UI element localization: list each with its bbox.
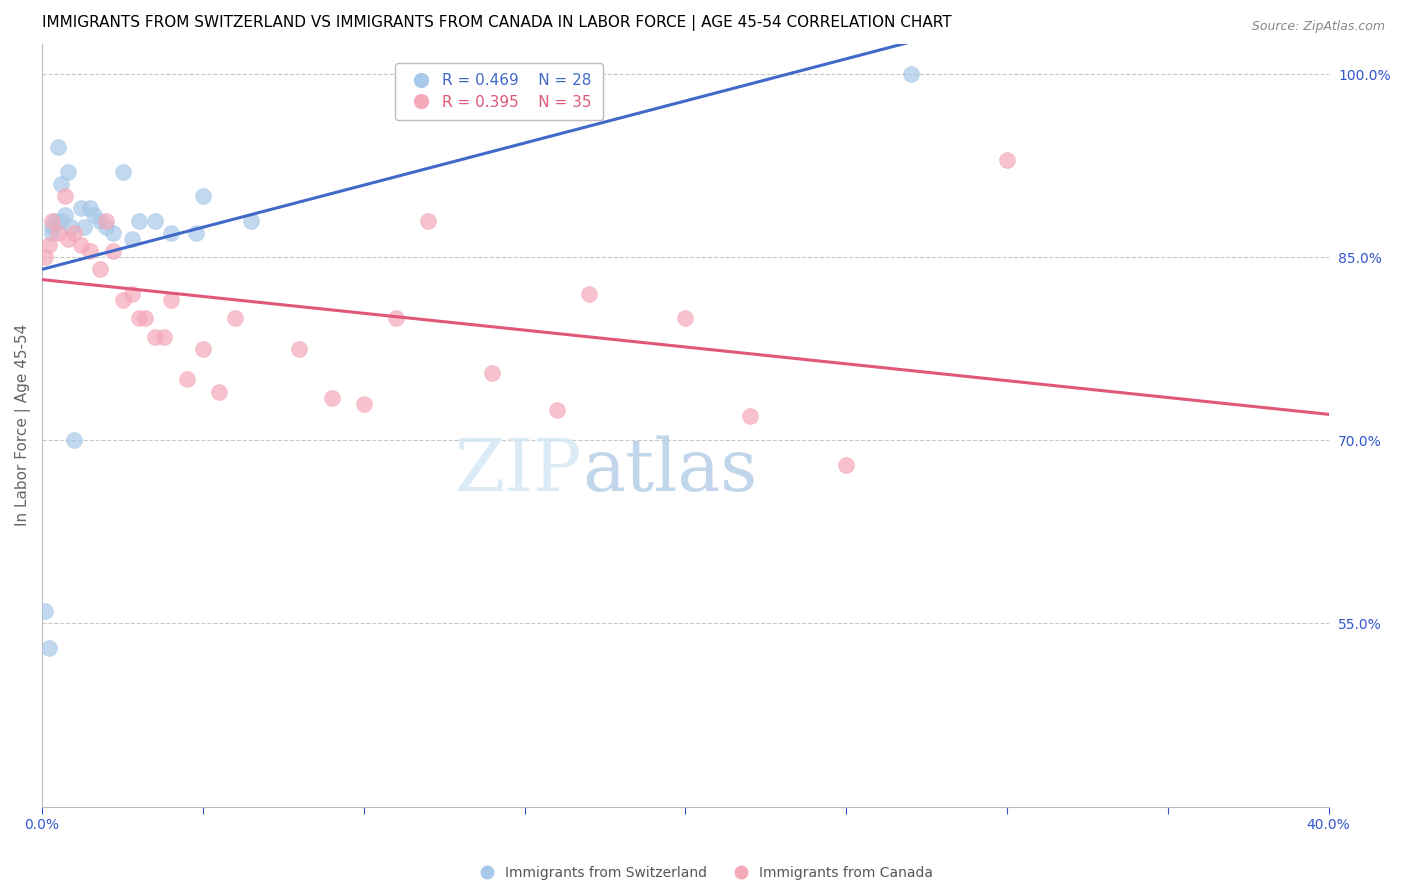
Point [578, 286, 600, 301]
Point [101, 244, 124, 259]
Y-axis label: In Labor Force | Age 45-54: In Labor Force | Age 45-54 [15, 324, 31, 526]
Point [353, 397, 375, 411]
Point [60, 219, 83, 234]
Point [143, 329, 166, 343]
Point [321, 391, 343, 405]
Point [96, 219, 118, 234]
Point [143, 213, 166, 227]
Text: atlas: atlas [582, 435, 758, 506]
Point [79, 244, 101, 259]
Point [73, 219, 96, 234]
Point [835, 458, 858, 472]
Point [46, 140, 69, 154]
Point [89, 262, 111, 277]
Point [38, 640, 60, 655]
Text: Source: ZipAtlas.com: Source: ZipAtlas.com [1251, 20, 1385, 33]
Point [53, 189, 76, 203]
Point [53, 208, 76, 222]
Point [995, 153, 1018, 167]
Point [159, 293, 181, 307]
Point [191, 342, 214, 356]
Point [128, 213, 150, 227]
Point [34, 604, 56, 618]
Legend: R = 0.469    N = 28, R = 0.395    N = 35: R = 0.469 N = 28, R = 0.395 N = 35 [395, 62, 603, 120]
Point [63, 226, 86, 240]
Point [41, 226, 63, 240]
Point [738, 409, 761, 423]
Point [79, 202, 101, 216]
Point [546, 402, 568, 417]
Point [51, 177, 73, 191]
Point [134, 311, 156, 326]
Point [176, 372, 198, 386]
Point [153, 329, 176, 343]
Point [159, 226, 181, 240]
Point [416, 213, 439, 227]
Point [44, 213, 66, 227]
Point [121, 232, 143, 246]
Point [186, 226, 208, 240]
Point [481, 366, 503, 380]
Point [208, 384, 231, 399]
Point [46, 226, 69, 240]
Point [673, 311, 696, 326]
Point [288, 342, 311, 356]
Point [96, 213, 118, 227]
Point [69, 238, 91, 252]
Point [240, 213, 263, 227]
Point [83, 208, 105, 222]
Text: IMMIGRANTS FROM SWITZERLAND VS IMMIGRANTS FROM CANADA IN LABOR FORCE | AGE 45-54: IMMIGRANTS FROM SWITZERLAND VS IMMIGRANT… [42, 15, 952, 31]
Point [38, 238, 60, 252]
Point [111, 293, 134, 307]
Point [111, 165, 134, 179]
Point [56, 232, 79, 246]
Legend: Immigrants from Switzerland, Immigrants from Canada: Immigrants from Switzerland, Immigrants … [467, 860, 939, 885]
Point [63, 434, 86, 448]
Point [41, 213, 63, 227]
Point [56, 165, 79, 179]
Point [101, 226, 124, 240]
Point [41, 219, 63, 234]
Point [34, 250, 56, 264]
Point [900, 67, 922, 81]
Point [89, 213, 111, 227]
Point [69, 202, 91, 216]
Point [191, 189, 214, 203]
Point [128, 311, 150, 326]
Point [385, 311, 408, 326]
Point [224, 311, 246, 326]
Point [51, 213, 73, 227]
Point [121, 286, 143, 301]
Text: ZIP: ZIP [456, 435, 582, 506]
